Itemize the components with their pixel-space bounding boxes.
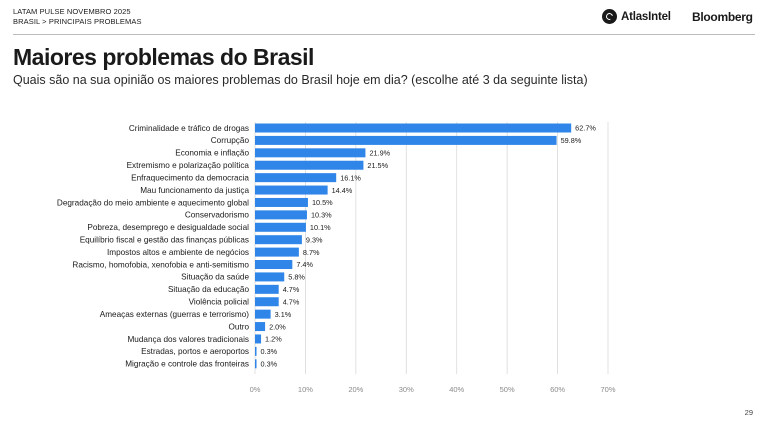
data-label: 0.3% xyxy=(261,359,278,368)
category-label: Situação da saúde xyxy=(181,273,249,282)
data-label: 21.9% xyxy=(369,149,390,158)
category-label: Criminalidade e tráfico de drogas xyxy=(129,124,249,133)
bloomberg-logo: Bloomberg xyxy=(692,10,753,24)
bar xyxy=(255,334,262,344)
bar xyxy=(255,222,306,232)
bar xyxy=(255,297,279,307)
bar xyxy=(255,284,279,294)
bar xyxy=(255,148,366,158)
data-label: 3.1% xyxy=(275,310,292,319)
bar xyxy=(255,197,308,207)
breadcrumb: BRASIL > PRINCIPAIS PROBLEMAS xyxy=(13,17,142,26)
bar xyxy=(255,247,299,257)
bar xyxy=(255,185,328,195)
data-label: 5.8% xyxy=(288,273,305,282)
bar xyxy=(255,173,337,183)
category-label: Migração e controle das fronteiras xyxy=(125,360,249,369)
data-label: 8.7% xyxy=(303,248,320,257)
data-label: 9.3% xyxy=(306,235,323,244)
category-label: Enfraquecimento da democracia xyxy=(131,173,249,182)
x-tick-label: 60% xyxy=(550,385,565,394)
page-subtitle: Quais são na sua opinião os maiores prob… xyxy=(13,73,588,87)
category-label: Conservadorismo xyxy=(185,211,250,220)
x-tick-label: 40% xyxy=(449,385,464,394)
x-tick-label: 70% xyxy=(600,385,615,394)
data-label: 0.3% xyxy=(261,347,278,356)
category-label: Degradação do meio ambiente e aqueciment… xyxy=(57,198,249,207)
atlasintel-logo-text: AtlasIntel xyxy=(621,10,671,23)
atlasintel-logo: AtlasIntel xyxy=(602,9,671,24)
data-label: 10.5% xyxy=(312,198,333,207)
data-label: 62.7% xyxy=(575,124,596,133)
atlasintel-logo-icon xyxy=(602,9,617,24)
category-label: Estradas, portos e aeroportos xyxy=(141,347,249,356)
x-tick-label: 10% xyxy=(298,385,313,394)
category-label: Extremismo e polarização política xyxy=(127,161,250,170)
page-number: 29 xyxy=(744,408,753,417)
category-label: Ameaças externas (guerras e terrorismo) xyxy=(100,310,250,319)
category-label: Economia e inflação xyxy=(175,149,249,158)
category-label: Racismo, homofobia, xenofobia e anti-sem… xyxy=(72,260,249,269)
bar xyxy=(255,309,271,319)
bar xyxy=(255,260,293,270)
x-tick-label: 30% xyxy=(399,385,414,394)
category-label: Equilíbrio fiscal e gestão das finanças … xyxy=(80,235,249,244)
data-label: 16.1% xyxy=(340,173,361,182)
category-label: Mudança dos valores tradicionais xyxy=(127,335,249,344)
report-header-title: LATAM PULSE NOVEMBRO 2025 xyxy=(13,7,131,16)
bar xyxy=(255,272,285,282)
data-label: 21.5% xyxy=(367,161,388,170)
bar xyxy=(255,359,257,369)
bar xyxy=(255,135,557,145)
category-label: Outro xyxy=(229,322,250,331)
category-label: Corrupção xyxy=(211,136,250,145)
data-label: 10.3% xyxy=(311,211,332,220)
header-divider xyxy=(13,34,755,35)
data-label: 7.4% xyxy=(296,260,313,269)
data-label: 10.1% xyxy=(310,223,331,232)
category-label: Impostos altos e ambiente de negócios xyxy=(107,248,249,257)
bar xyxy=(255,346,257,356)
x-tick-label: 50% xyxy=(500,385,515,394)
bar xyxy=(255,123,572,133)
data-label: 14.4% xyxy=(332,186,353,195)
bar xyxy=(255,322,266,332)
data-label: 4.7% xyxy=(283,285,300,294)
bar xyxy=(255,235,302,245)
data-label: 59.8% xyxy=(561,136,582,145)
data-label: 2.0% xyxy=(269,322,286,331)
x-tick-label: 20% xyxy=(348,385,363,394)
page-title: Maiores problemas do Brasil xyxy=(13,44,314,70)
x-tick-label: 0% xyxy=(250,385,261,394)
category-label: Situação da educação xyxy=(168,285,249,294)
category-label: Violência policial xyxy=(189,298,250,307)
data-label: 4.7% xyxy=(283,297,300,306)
category-label: Mau funcionamento da justiça xyxy=(140,186,249,195)
bar xyxy=(255,160,364,170)
bar xyxy=(255,210,307,220)
data-label: 1.2% xyxy=(265,335,282,344)
category-label: Pobreza, desemprego e desigualdade socia… xyxy=(87,223,249,232)
